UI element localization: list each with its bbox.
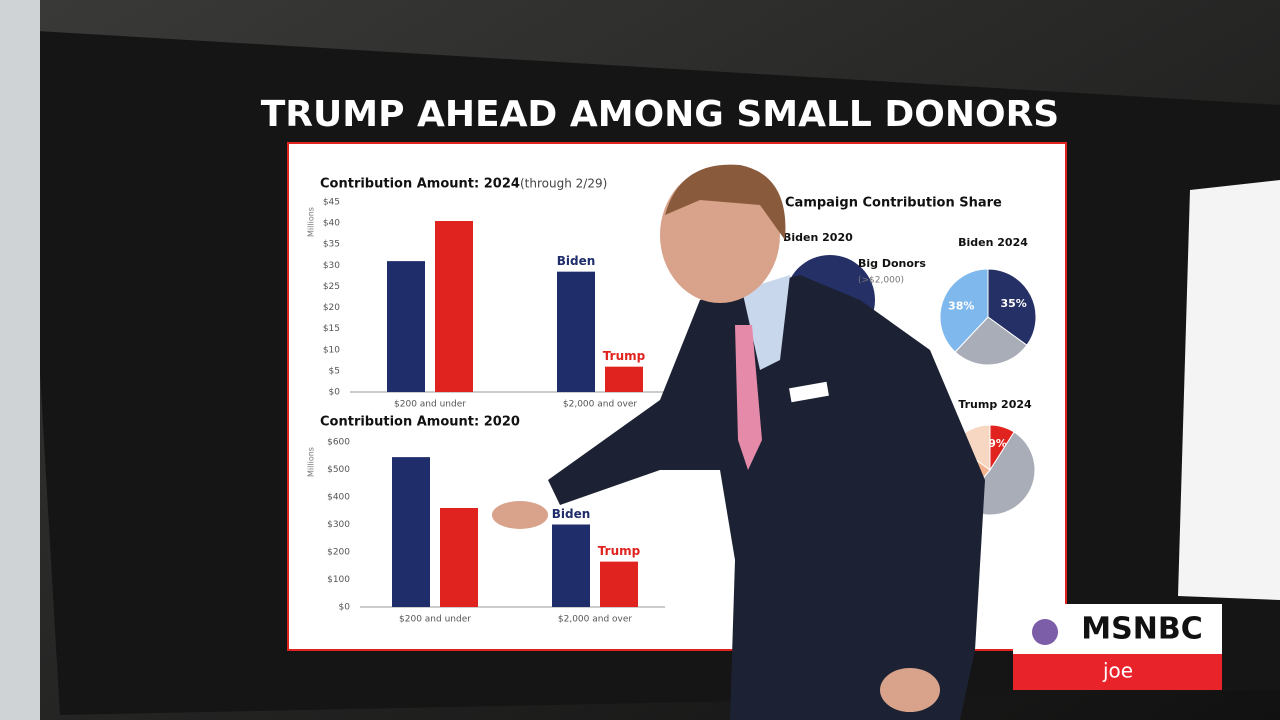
pie-title: Biden 2024 <box>958 236 1028 249</box>
y-tick-label: $500 <box>327 465 350 475</box>
y-tick-label: $10 <box>323 345 340 355</box>
pie-slice <box>954 316 1028 366</box>
x-tick-label: $2,000 and over <box>563 400 638 410</box>
y-tick-label: $35 <box>323 240 340 250</box>
value-label: 35% <box>1000 297 1026 310</box>
chart-title: Contribution Amount: 2020 <box>320 415 520 430</box>
bar <box>387 261 425 392</box>
studio-edge <box>0 0 40 720</box>
pie-slice <box>939 268 989 353</box>
y-tick-label: $0 <box>339 603 351 613</box>
legend-label: Biden <box>557 254 596 268</box>
y-tick-label: $600 <box>327 438 350 448</box>
y-tick-label: $200 <box>327 548 350 558</box>
annotation: (>$2,000) <box>858 276 904 286</box>
x-tick-label: $2,000 and over <box>558 615 633 625</box>
value-label: 38% <box>948 299 974 312</box>
bar <box>552 524 590 607</box>
suit <box>548 275 985 720</box>
y-tick-label: $20 <box>323 303 340 313</box>
y-tick-label: $100 <box>327 575 350 585</box>
chart-title: Campaign Contribution Share <box>785 196 1002 211</box>
y-tick-label: $30 <box>323 261 340 271</box>
hand <box>492 501 548 529</box>
y-tick-label: $45 <box>323 198 340 208</box>
chart-title: Contribution Amount: 2024 <box>320 177 520 192</box>
legend-label: Trump <box>603 349 646 363</box>
hair <box>665 164 786 240</box>
y-axis-label: Millions <box>307 447 316 477</box>
y-tick-label: $400 <box>327 493 350 503</box>
bar <box>440 508 478 607</box>
tie <box>735 325 762 470</box>
annotation: Biden 2020 <box>783 231 853 244</box>
side-panel <box>1178 180 1280 600</box>
value-label: 9% <box>988 437 1007 450</box>
shirt <box>742 275 790 370</box>
legend-label: Biden <box>552 507 591 521</box>
annotation: Big Donors <box>858 257 926 270</box>
x-tick-label: $200 and under <box>394 400 466 410</box>
y-tick-label: $0 <box>329 388 341 398</box>
pocket-square <box>789 381 829 403</box>
show-name: joe <box>1102 659 1133 683</box>
y-axis-label: Millions <box>307 207 316 237</box>
bar <box>392 457 430 607</box>
y-tick-label: $40 <box>323 219 340 229</box>
y-tick-label: $5 <box>329 366 340 376</box>
chart-subtitle: (through 2/29) <box>520 177 607 191</box>
legend-label: Trump <box>598 544 641 558</box>
show-box <box>1013 654 1222 690</box>
bar <box>600 561 638 607</box>
bar <box>605 366 643 392</box>
bar <box>557 271 595 392</box>
headline: TRUMP AHEAD AMONG SMALL DONORS <box>261 94 1060 135</box>
network-logo: MSNBC <box>1081 612 1202 647</box>
y-tick-label: $300 <box>327 520 350 530</box>
hand <box>880 668 940 712</box>
pie-title: Trump 2024 <box>958 398 1032 411</box>
y-tick-label: $25 <box>323 282 340 292</box>
peacock <box>1032 619 1058 645</box>
presenter <box>492 164 985 720</box>
x-tick-label: $200 and under <box>399 615 471 625</box>
pie-slice <box>987 268 1037 346</box>
bar <box>435 221 473 392</box>
y-tick-label: $15 <box>323 324 340 334</box>
